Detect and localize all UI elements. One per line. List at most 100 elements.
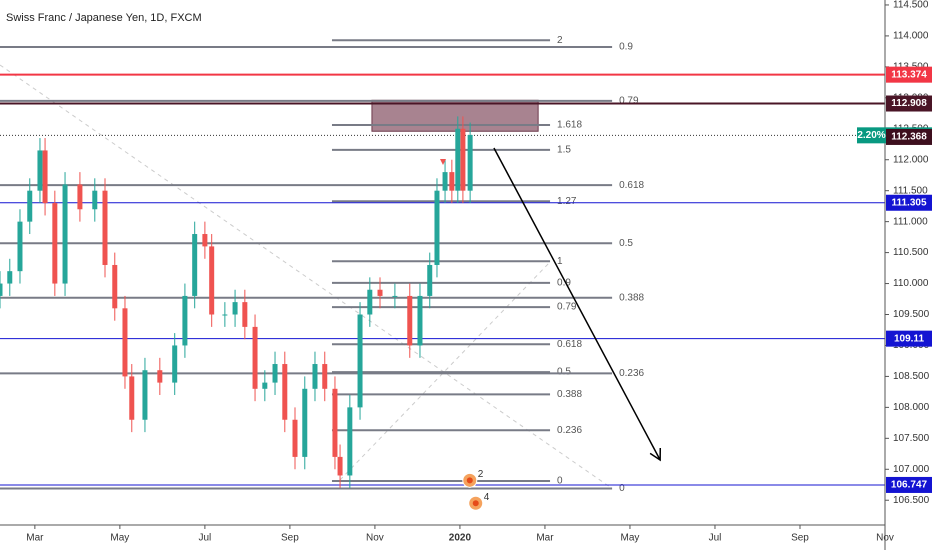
price-label: 106.747 xyxy=(891,480,928,491)
fib-label: 0.618 xyxy=(619,180,644,191)
y-tick-label: 110.500 xyxy=(893,247,929,258)
y-tick-label: 111.000 xyxy=(893,216,928,227)
candle-body xyxy=(42,150,48,204)
candle-body xyxy=(27,190,33,222)
fib-label: 0.79 xyxy=(557,302,577,313)
candle-body xyxy=(17,221,23,272)
fib-label: 0.5 xyxy=(619,238,633,249)
candle-body xyxy=(112,264,118,309)
candle-body xyxy=(182,295,188,346)
y-tick-label: 109.500 xyxy=(893,309,930,320)
candle-body xyxy=(332,388,338,457)
y-tick-label: 114.500 xyxy=(893,0,929,11)
candle-body xyxy=(92,190,98,210)
price-label: 113.374 xyxy=(891,69,927,80)
x-tick-label: Jul xyxy=(198,533,211,544)
price-zone xyxy=(371,99,539,132)
candle-body xyxy=(102,190,108,265)
x-tick-label: May xyxy=(621,533,640,544)
candle-body xyxy=(62,184,68,284)
candle-body xyxy=(467,134,473,191)
candle-body xyxy=(202,234,208,247)
y-tick-label: 112.000 xyxy=(893,154,929,165)
candle-body xyxy=(37,150,43,191)
candle-body xyxy=(282,364,288,420)
price-label: 109.11 xyxy=(894,333,924,344)
x-tick-label: 2020 xyxy=(449,533,472,544)
x-tick-label: Mar xyxy=(26,533,44,544)
y-tick-label: 111.500 xyxy=(893,185,928,196)
fib-label: 1.618 xyxy=(557,120,582,131)
candle-body xyxy=(192,234,198,296)
fib-label: 0.388 xyxy=(557,389,582,400)
candle-body xyxy=(77,184,83,210)
candle-body xyxy=(292,419,298,457)
price-label: 112.908 xyxy=(891,98,927,109)
candle-body xyxy=(392,295,398,297)
candle-body xyxy=(272,364,278,383)
plot-area: 2 1.618 1.5 1.27 1 0.9 0.79 0.618 0.5 0.388 0.236 0… xyxy=(0,35,885,511)
fib-label: 0.388 xyxy=(619,292,644,303)
candle-body xyxy=(157,370,163,383)
candle-body xyxy=(322,364,328,389)
candle-body xyxy=(357,314,363,408)
change-box xyxy=(857,127,886,144)
fib-label: 0.9 xyxy=(557,278,571,289)
event-badge-core xyxy=(472,500,479,507)
candle-body xyxy=(455,128,461,191)
fib-label: 1 xyxy=(557,256,563,267)
x-tick-label: Nov xyxy=(876,533,894,544)
x-tick-label: May xyxy=(110,533,129,544)
fib-label: 0.79 xyxy=(619,96,639,107)
price-label: 111.305 xyxy=(891,197,926,208)
arrow xyxy=(493,147,661,461)
candle-body xyxy=(312,364,318,389)
candle-body xyxy=(434,190,440,265)
fib-label: 2 xyxy=(557,35,563,46)
candle-body xyxy=(209,246,215,315)
candle-body xyxy=(302,388,308,457)
arrow-head xyxy=(649,447,662,462)
candle-body xyxy=(122,308,128,377)
candle-body xyxy=(0,283,3,296)
y-tick-label: 107.500 xyxy=(893,433,930,444)
candle-body xyxy=(129,376,135,420)
price-label-box xyxy=(886,476,932,493)
candle-body xyxy=(442,172,448,191)
candle-body xyxy=(427,264,433,296)
candle-body xyxy=(242,302,248,327)
price-label-box xyxy=(886,66,932,83)
y-tick-label: 114.000 xyxy=(893,31,929,42)
price-label: 112.368 xyxy=(891,132,927,143)
candle-body xyxy=(142,370,148,420)
candle-body xyxy=(252,326,258,389)
chart-title: Swiss Franc / Japanese Yen, 1D, FXCM xyxy=(6,12,202,24)
price-label-box xyxy=(886,330,932,347)
y-tick-label: 108.500 xyxy=(893,371,930,382)
candle-body xyxy=(222,314,228,316)
y-tick-label: 107.000 xyxy=(893,464,930,475)
price-label-box xyxy=(886,194,932,211)
y-tick-label: 108.000 xyxy=(893,402,930,413)
fib-label: 0 xyxy=(557,476,563,487)
trend-line xyxy=(339,261,551,481)
candle-body xyxy=(417,295,423,346)
candle-body xyxy=(407,295,413,346)
candle-body xyxy=(367,289,373,315)
fib-label: 0 xyxy=(619,483,625,494)
y-tick-label: 106.500 xyxy=(893,495,930,506)
candle-body xyxy=(262,382,268,389)
candle-body xyxy=(449,172,455,191)
change-label: 2.20% xyxy=(857,130,885,141)
candle-body xyxy=(377,289,383,296)
x-tick-label: Jul xyxy=(709,533,722,544)
candle-body xyxy=(52,203,58,284)
candle-body xyxy=(347,407,353,476)
candle-body xyxy=(232,302,238,315)
event-label: 4 xyxy=(484,492,490,503)
signal-marker xyxy=(440,159,446,165)
candle-body xyxy=(7,271,13,284)
candle-body xyxy=(172,345,178,383)
fib-label: 0.236 xyxy=(557,425,582,436)
